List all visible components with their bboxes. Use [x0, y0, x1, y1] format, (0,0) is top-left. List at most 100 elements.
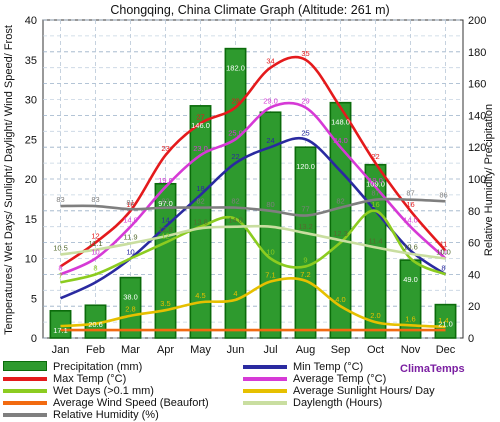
x-tick-label: Jun [227, 344, 245, 356]
legend-label: Min Temp (°C) [293, 361, 364, 373]
relative-humidity-label: 82 [196, 197, 204, 206]
average-temp-label: 29 [301, 96, 309, 105]
sunlight-hours-label: 4 [233, 289, 237, 298]
y-tick-left: 20 [25, 174, 37, 186]
y-tick-right: 40 [468, 269, 480, 281]
precipitation-label: 97.0 [158, 199, 173, 208]
average-temp-label: 23.0 [193, 144, 208, 153]
precipitation-label: 17.1 [53, 326, 68, 335]
legend-label: Average Wind Speed (Beaufort) [53, 397, 209, 409]
relative-humidity-line [60, 197, 446, 217]
sunlight-hours-label: 2.8 [125, 305, 135, 314]
daylength-label: 13.2 [298, 222, 313, 231]
legend-label: Daylength (Hours) [293, 397, 383, 409]
precipitation-bar [224, 47, 247, 339]
max-temp-label: 29 [231, 96, 239, 105]
line-layer [59, 55, 447, 332]
average-temp-label: 14.0 [403, 216, 418, 225]
relative-humidity-label: 82 [161, 197, 169, 206]
precipitation-label: 49.0 [403, 275, 418, 284]
wet-days-label: 16 [371, 200, 379, 209]
y-tick-left: 30 [25, 95, 37, 107]
y-tick-right: 100 [468, 174, 486, 186]
sunlight-hours-label: 1.6 [405, 314, 415, 323]
relative-humidity-label: 83 [56, 195, 64, 204]
precipitation-label: 148.0 [331, 118, 350, 127]
average-temp-label: 8 [58, 263, 62, 272]
legend-label: Max Temp (°C) [53, 373, 127, 385]
legend-swatch [3, 401, 47, 405]
sunlight-hours-label: 4.5 [195, 291, 205, 300]
y-axis-label-right: Relative Humidity/ Precipitation [483, 104, 495, 256]
min-temp-label: 18 [196, 184, 204, 193]
sunlight-hours-label: 3.5 [160, 299, 170, 308]
legend-swatch [3, 389, 47, 393]
x-tick-label: May [190, 344, 211, 356]
y-axis-label-left: Temperatures/ Wet Days/ Sunlight/ Daylig… [3, 25, 15, 335]
max-temp-label: 27 [196, 112, 204, 121]
max-temp-label: 16 [126, 200, 134, 209]
relative-humidity-label: 86 [439, 190, 447, 199]
y-tick-left: 35 [25, 55, 37, 67]
min-temp-label: 10 [126, 248, 134, 257]
y-tick-right: 180 [468, 47, 486, 59]
x-tick-label: Jul [263, 344, 277, 356]
wet-days-label: 10 [266, 248, 274, 257]
max-temp-label: 12 [91, 232, 99, 241]
precipitation-label: 120.0 [296, 162, 315, 171]
sunlight-hours-label: 4.0 [335, 295, 345, 304]
x-tick-label: Mar [121, 344, 140, 356]
precipitation-label: 38.0 [123, 293, 138, 302]
y-tick-right: 60 [468, 238, 480, 250]
y-tick-right: 140 [468, 110, 486, 122]
credit-text: ClimaTemps [400, 363, 465, 375]
relative-humidity-label: 81 [126, 198, 134, 207]
daylength-label: 14.0 [228, 216, 243, 225]
legend-label: Average Sunlight Hours/ Day [293, 385, 435, 397]
max-temp-label: 16 [406, 200, 414, 209]
wet-days-label: 12 [161, 232, 169, 241]
average-temp-label: 24.0 [333, 136, 348, 145]
legend-label: Wet Days (>0.1 mm) [53, 385, 154, 397]
daylength-label: 10.5 [53, 244, 68, 253]
precipitation-label: 182.0 [226, 64, 245, 73]
daylength-label: 12.3 [333, 229, 348, 238]
y-tick-left: 10 [25, 254, 37, 266]
daylength-label: 10.0 [436, 248, 451, 257]
daylength-label: 13.8 [193, 217, 208, 226]
wet-days-label: 9 [303, 255, 307, 264]
relative-humidity-label: 77 [301, 205, 309, 214]
average-temp-label: 10 [439, 248, 447, 257]
min-temp-label: 24 [266, 136, 274, 145]
relative-humidity-label: 83 [91, 195, 99, 204]
legend-swatch [3, 361, 47, 371]
chart-title: Chongqing, China Climate Graph (Altitude… [110, 3, 389, 17]
x-tick-label: Oct [367, 344, 384, 356]
y-tick-right: 20 [468, 301, 480, 313]
average-temp-label: 29.0 [263, 96, 278, 105]
y-tick-right: 200 [468, 15, 486, 27]
y-tick-right: 160 [468, 79, 486, 91]
relative-humidity-label: 87 [371, 189, 379, 198]
x-tick-label: Dec [436, 344, 456, 356]
average-temp-line [59, 101, 447, 276]
legend-swatch [243, 389, 287, 393]
precipitation-label: 20.6 [88, 320, 103, 329]
average-temp-label: 19.0 [368, 176, 383, 185]
average-temp-label: 19.0 [158, 176, 173, 185]
x-tick-label: Feb [86, 344, 105, 356]
precipitation-bar [329, 101, 352, 339]
legend-label: Average Temp (°C) [293, 373, 387, 385]
axes-layer: 0 5 10 15 20 25 30 35 40 0 20 40 60 80 100 120 140 160 180… [25, 15, 487, 356]
average-temp-label: 14.0 [123, 216, 138, 225]
legend-swatch [243, 365, 287, 369]
chart-canvas: Chongqing, China Climate Graph (Altitude… [3, 3, 495, 356]
y-tick-left: 15 [25, 214, 37, 226]
max-temp-line [59, 55, 447, 268]
max-temp-label: 35 [301, 49, 309, 58]
min-temp-label: 22 [231, 152, 239, 161]
legend-swatch [243, 401, 287, 405]
max-temp-label: 11 [440, 240, 448, 249]
legend-swatch [243, 377, 287, 381]
daylength-label: 10.6 [403, 243, 418, 252]
